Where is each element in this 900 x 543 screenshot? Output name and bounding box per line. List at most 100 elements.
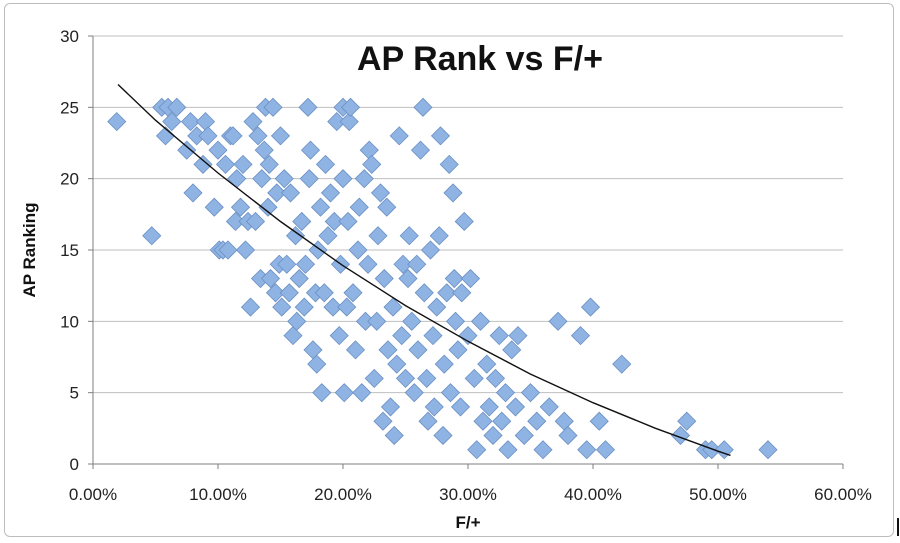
data-point (464, 368, 484, 388)
data-point (248, 126, 268, 146)
x-tick-label: 20.00% (314, 485, 372, 504)
data-point (272, 297, 292, 317)
data-point (554, 411, 574, 431)
data-point (558, 425, 578, 446)
y-tick-labels: 0 5 10 15 20 25 30 (60, 27, 79, 474)
data-point (383, 297, 403, 317)
data-point (452, 283, 472, 303)
data-point (393, 254, 413, 274)
data-point (580, 297, 601, 317)
data-point (410, 140, 431, 160)
data-point (429, 226, 449, 246)
trendline (117, 83, 731, 457)
data-point (373, 411, 393, 431)
data-point (413, 97, 433, 117)
data-point (167, 97, 187, 117)
data-point (352, 383, 372, 403)
data-point (548, 311, 568, 331)
data-point (670, 425, 691, 446)
chart-title: AP Rank vs F/+ (357, 40, 603, 78)
data-point (577, 440, 597, 460)
data-point (473, 411, 493, 431)
data-points (107, 97, 778, 460)
x-tick-label: 60.00% (814, 485, 872, 504)
data-point (458, 326, 478, 346)
data-point (589, 411, 609, 431)
chart-frame (4, 3, 894, 537)
x-tick-label: 50.00% (689, 485, 747, 504)
data-point (142, 226, 162, 246)
data-point (595, 440, 616, 460)
data-point (338, 211, 358, 232)
data-point (439, 154, 459, 174)
data-point (362, 154, 382, 174)
data-point (467, 440, 487, 460)
data-point (395, 368, 416, 388)
data-point (378, 340, 398, 360)
data-point (448, 340, 468, 360)
x-tick-label: 40.00% (564, 485, 622, 504)
data-point (434, 354, 454, 374)
data-point (364, 368, 384, 388)
data-point (345, 340, 366, 360)
data-point (333, 169, 353, 189)
data-point (324, 211, 344, 232)
data-point (303, 340, 323, 360)
data-point (358, 254, 378, 274)
data-point (392, 326, 412, 346)
x-tick-label: 0.00% (69, 485, 117, 504)
data-point (267, 183, 287, 203)
data-point (259, 154, 279, 174)
data-point (427, 297, 447, 317)
y-tick-label: 30 (60, 27, 79, 46)
data-point (315, 154, 336, 174)
data-point (300, 140, 321, 160)
data-point (508, 326, 528, 346)
data-point (204, 197, 224, 217)
data-point (339, 112, 359, 132)
data-point (387, 354, 407, 374)
data-point (402, 311, 422, 331)
data-point (218, 240, 238, 260)
data-point (444, 268, 464, 289)
data-point (283, 326, 303, 346)
data-point (483, 425, 503, 446)
data-point (470, 311, 491, 331)
data-point (399, 226, 419, 246)
data-point (343, 283, 363, 303)
data-point (298, 97, 318, 117)
data-point (418, 411, 438, 431)
data-point (414, 283, 434, 303)
data-point (527, 411, 547, 431)
data-point (498, 440, 518, 460)
data-point (398, 268, 418, 289)
data-point (348, 240, 368, 260)
data-point (183, 183, 203, 203)
data-point (758, 440, 778, 460)
data-point (312, 383, 332, 403)
data-point (485, 368, 506, 388)
data-point (323, 297, 343, 317)
data-point (404, 383, 424, 403)
data-point (240, 297, 261, 317)
data-point (443, 183, 463, 203)
data-point (258, 197, 278, 217)
y-tick-label: 10 (60, 312, 79, 331)
data-point (514, 425, 534, 446)
data-point (520, 383, 541, 403)
data-point (208, 140, 228, 160)
data-point (380, 397, 401, 417)
data-point (533, 440, 553, 460)
data-point (430, 126, 451, 146)
data-point (314, 283, 334, 303)
data-point (677, 411, 697, 431)
data-point (424, 397, 444, 417)
data-point (408, 340, 428, 360)
x-tick-label: 30.00% (439, 485, 497, 504)
data-point (294, 297, 314, 317)
data-point (295, 254, 316, 274)
data-point (359, 140, 379, 160)
data-point (287, 311, 307, 331)
data-point (377, 197, 397, 217)
